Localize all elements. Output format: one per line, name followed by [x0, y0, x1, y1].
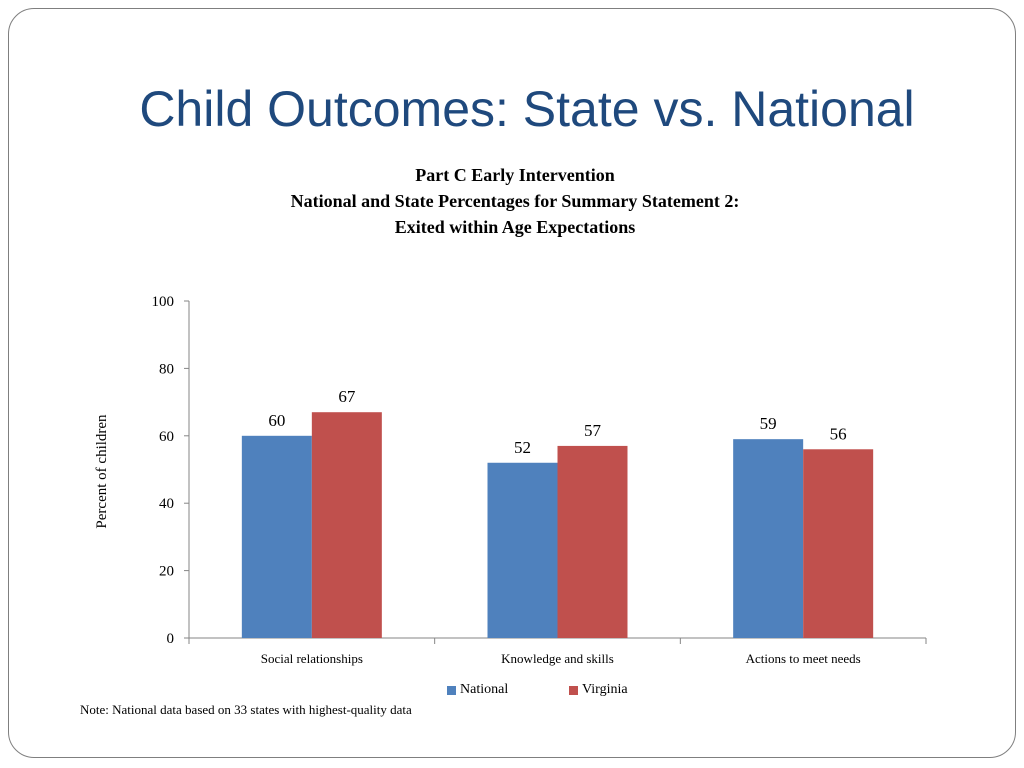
chart-title-line-2: National and State Percentages for Summa…: [290, 191, 740, 211]
legend-label-virginia: Virginia: [582, 682, 628, 697]
y-tick-label: 60: [159, 429, 174, 445]
bar-national: [733, 439, 804, 638]
data-label: 59: [760, 414, 777, 433]
bar-virginia: [803, 449, 874, 638]
y-tick-label: 0: [167, 631, 175, 647]
legend-swatch-virginia: [569, 685, 578, 695]
legend-item-national: National: [447, 682, 508, 698]
y-tick-label: 40: [159, 496, 174, 512]
data-label: 67: [338, 387, 356, 406]
data-label: 52: [514, 438, 531, 457]
data-label: 60: [268, 411, 285, 430]
x-tick-label: Knowledge and skills: [501, 651, 614, 666]
bar-national: [487, 462, 558, 638]
x-tick-label: Social relationships: [261, 651, 363, 666]
legend-item-virginia: Virginia: [569, 682, 628, 698]
y-axis-title: Percent of children: [94, 414, 110, 529]
slide-title: Child Outcomes: State vs. National: [139, 81, 915, 137]
chart-title: Part C Early Intervention National and S…: [0, 162, 1024, 240]
legend-label-national: National: [460, 682, 509, 697]
chart-title-line-3: Exited within Age Expectations: [394, 217, 636, 237]
legend-swatch-national: [447, 685, 456, 695]
y-tick-label: 100: [152, 294, 175, 310]
data-label: 57: [584, 421, 602, 440]
footnote: Note: National data based on 33 states w…: [80, 702, 412, 717]
bar-national: [241, 435, 312, 638]
y-tick-label: 80: [159, 361, 174, 377]
x-tick-label: Actions to meet needs: [746, 651, 861, 666]
chart-legend: National Virginia: [0, 682, 1024, 700]
bar-virginia: [311, 412, 382, 638]
data-label: 56: [830, 424, 847, 443]
bar-virginia: [557, 445, 628, 638]
chart-title-line-1: Part C Early Intervention: [415, 165, 615, 185]
y-tick-label: 20: [159, 564, 174, 580]
